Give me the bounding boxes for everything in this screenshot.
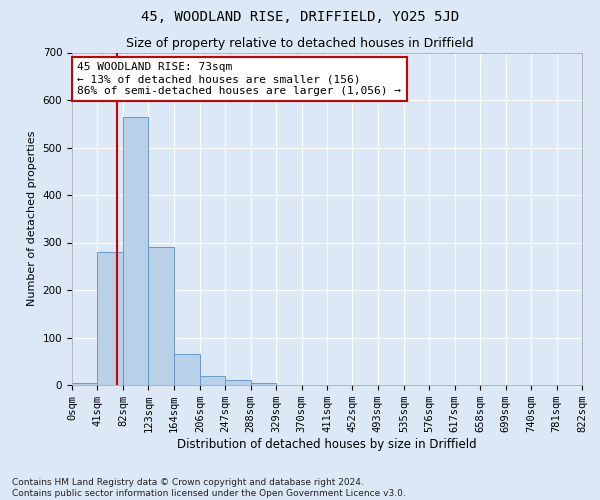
- Text: 45, WOODLAND RISE, DRIFFIELD, YO25 5JD: 45, WOODLAND RISE, DRIFFIELD, YO25 5JD: [141, 10, 459, 24]
- Bar: [225, 380, 251, 385]
- Bar: [72, 382, 97, 385]
- X-axis label: Distribution of detached houses by size in Driffield: Distribution of detached houses by size …: [177, 438, 477, 451]
- Bar: [200, 376, 225, 385]
- Text: Contains HM Land Registry data © Crown copyright and database right 2024.
Contai: Contains HM Land Registry data © Crown c…: [12, 478, 406, 498]
- Bar: [174, 354, 200, 385]
- Text: 45 WOODLAND RISE: 73sqm
← 13% of detached houses are smaller (156)
86% of semi-d: 45 WOODLAND RISE: 73sqm ← 13% of detache…: [77, 62, 401, 96]
- Bar: [97, 252, 123, 385]
- Bar: [123, 116, 148, 385]
- Y-axis label: Number of detached properties: Number of detached properties: [27, 131, 37, 306]
- Bar: [148, 247, 174, 385]
- Bar: [251, 382, 276, 385]
- Text: Size of property relative to detached houses in Driffield: Size of property relative to detached ho…: [126, 38, 474, 51]
